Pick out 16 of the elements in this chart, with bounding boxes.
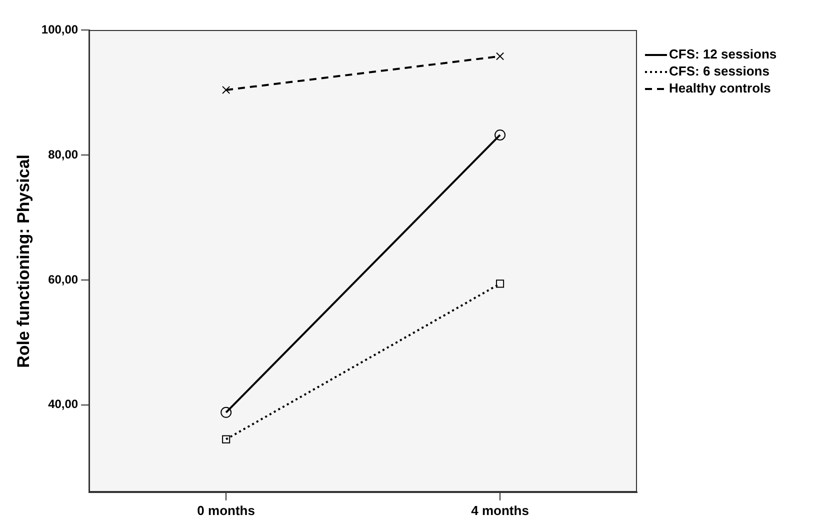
- legend-label: CFS: 12 sessions: [669, 46, 777, 62]
- point: [496, 52, 504, 60]
- x-tick-label: 4 months: [471, 502, 529, 518]
- y-tick-label: 40,00: [48, 397, 78, 412]
- x-tick-label: 0 months: [197, 502, 255, 518]
- point: [222, 86, 230, 94]
- point: [220, 406, 232, 418]
- y-tick-label: 80,00: [48, 147, 78, 162]
- point: [496, 280, 504, 288]
- y-tick-label: 100,00: [41, 22, 78, 36]
- legend-label: Healthy controls: [669, 80, 771, 96]
- point: [494, 129, 506, 140]
- y-axis-title: Role functioning: Physical: [14, 154, 33, 368]
- y-tick-label: 60,00: [48, 272, 78, 286]
- legend-label: CFS: 6 sessions: [669, 64, 770, 79]
- point: [222, 435, 230, 444]
